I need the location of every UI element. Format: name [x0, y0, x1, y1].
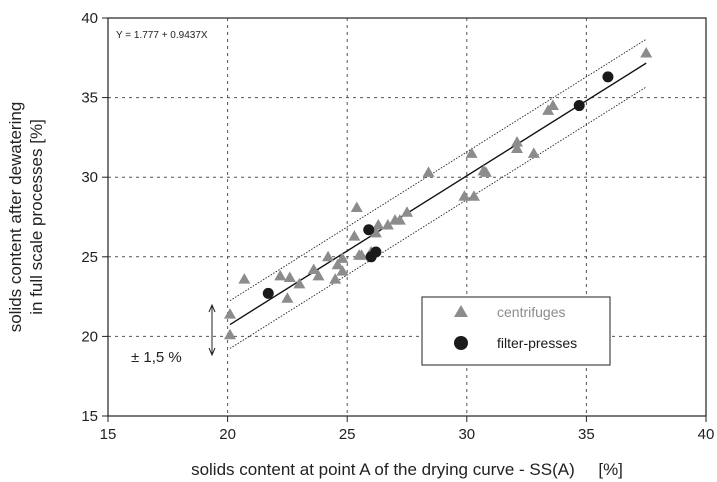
x-tick-label: 15: [100, 426, 117, 443]
centrifuge-point: [223, 308, 236, 319]
centrifuge-point: [322, 250, 335, 262]
centrifuge-point: [312, 269, 325, 281]
y-axis-ticks: 15 20 25 30 35 40: [81, 10, 108, 425]
y-tick-label: 35: [81, 90, 98, 107]
centrifuge-point: [329, 273, 342, 284]
centrifuge-point: [546, 99, 559, 111]
centrifuge-point: [527, 147, 540, 158]
centrifuge-point: [336, 265, 349, 276]
y-tick-label: 25: [81, 249, 98, 266]
centrifuge-point: [465, 147, 478, 158]
centrifuge-point: [238, 273, 251, 284]
x-tick-label: 40: [698, 426, 715, 443]
y-tick-label: 20: [81, 328, 98, 345]
plot-frame: [107, 17, 707, 417]
centrifuge-point: [355, 249, 368, 260]
centrifuge-point: [479, 166, 492, 177]
centrifuge-point: [348, 230, 361, 241]
y-tick-label: 30: [81, 169, 98, 186]
centrifuge-point: [331, 258, 344, 270]
y-axis-title-line-1: solids content after dewatering: [6, 102, 25, 333]
centrifuge-point: [640, 47, 653, 58]
legend-triangle-marker: [454, 305, 468, 317]
band-arrow-bottom-head: [208, 347, 216, 357]
y-tick-label: 15: [81, 408, 98, 425]
legend-box: [421, 296, 611, 366]
regression-equation: Y = 1.777 + 0.9437X: [116, 30, 208, 41]
y-tick-label: 40: [81, 10, 98, 27]
centrifuge-point: [283, 271, 296, 282]
legend-label-centrifuges: centrifuges: [497, 304, 565, 320]
filter-press-point: [262, 287, 274, 299]
centrifuge-point: [511, 136, 524, 147]
y-axis-title-line-2: in full scale processes [%]: [27, 119, 46, 315]
legend: centrifuges filter-presses: [421, 296, 611, 366]
x-tick-label: 30: [458, 426, 475, 443]
centrifuge-point: [307, 263, 320, 275]
x-tick-label: 25: [339, 426, 356, 443]
centrifuge-point: [467, 190, 480, 201]
centrifuge-point: [350, 201, 363, 212]
legend-circle-marker: [454, 336, 468, 350]
x-axis-title: solids content at point A of the drying …: [191, 460, 623, 479]
x-tick-label: 20: [219, 426, 236, 443]
band-arrow-top-head: [208, 303, 216, 313]
x-tick-label: 35: [578, 426, 595, 443]
regression-line-segment: [229, 62, 647, 326]
centrifuge-point: [422, 166, 435, 177]
centrifuge-point: [274, 269, 287, 281]
grid-lines: [108, 18, 706, 416]
centrifuge-point: [381, 218, 394, 230]
centrifuge-point: [293, 277, 306, 289]
band-annotation: ± 1,5 %: [131, 303, 216, 366]
centrifuge-point: [281, 292, 294, 303]
confidence-band: [229, 38, 647, 349]
centrifuge-point: [336, 252, 349, 263]
centrifuge-point: [511, 142, 524, 154]
x-axis-ticks: 15 20 25 30 35 40: [100, 416, 715, 443]
band-upper-line: [229, 38, 647, 302]
data-points: [223, 47, 653, 340]
centrifuge-point: [369, 226, 382, 238]
legend-label-filter-presses: filter-presses: [497, 335, 577, 351]
band-label: ± 1,5 %: [131, 349, 182, 366]
filter-press-point: [573, 100, 585, 112]
centrifuge-point: [393, 214, 406, 225]
band-lower-line: [229, 86, 647, 349]
centrifuge-point: [372, 218, 385, 230]
regression-line: [229, 62, 647, 326]
centrifuge-point: [458, 190, 471, 201]
filter-press-point: [370, 246, 382, 258]
centrifuge-point: [223, 328, 236, 340]
centrifuge-point: [401, 206, 413, 217]
filter-press-point: [602, 71, 614, 83]
filter-press-point: [363, 224, 375, 236]
